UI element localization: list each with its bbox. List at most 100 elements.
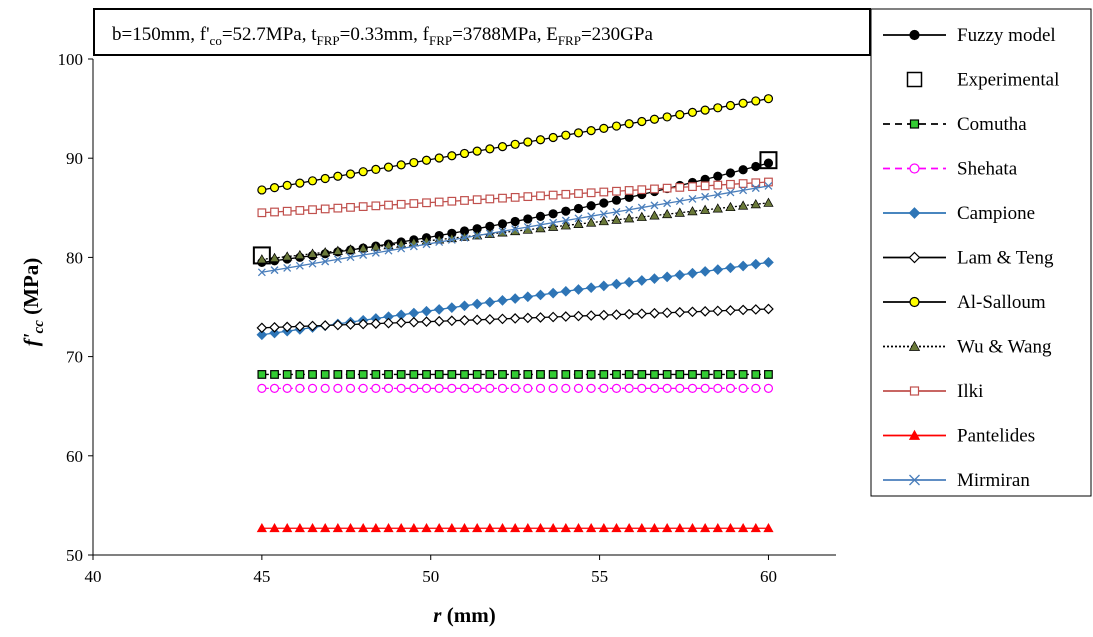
data-point <box>447 370 457 379</box>
data-point <box>459 383 470 393</box>
data-point <box>295 383 305 393</box>
data-point <box>484 296 496 308</box>
data-point <box>421 383 432 393</box>
data-point <box>270 207 279 217</box>
legend-marker <box>908 429 921 440</box>
data-point <box>535 289 546 301</box>
data-point <box>598 522 609 533</box>
data-point <box>548 221 559 231</box>
data-point <box>636 308 648 320</box>
data-point <box>649 114 660 124</box>
data-point <box>636 211 647 221</box>
data-point <box>358 242 369 253</box>
data-point <box>662 383 672 393</box>
data-point <box>409 383 419 393</box>
data-point <box>612 207 621 216</box>
data-point <box>637 383 647 393</box>
data-point <box>751 370 761 379</box>
data-point <box>321 257 330 266</box>
data-point <box>688 370 697 379</box>
data-point <box>687 306 698 318</box>
data-point <box>738 165 748 175</box>
data-point <box>510 225 521 236</box>
data-point <box>548 132 558 143</box>
data-point <box>764 182 773 190</box>
data-point <box>700 370 710 379</box>
data-point <box>358 522 369 533</box>
data-point <box>662 183 672 193</box>
data-point <box>675 197 684 206</box>
data-point <box>332 245 343 255</box>
data-point <box>738 98 748 108</box>
data-point <box>700 181 710 191</box>
data-point <box>573 218 584 229</box>
data-point <box>523 370 533 379</box>
data-point <box>713 370 723 379</box>
data-point <box>345 319 356 330</box>
data-point <box>548 370 558 379</box>
data-point <box>561 189 571 199</box>
data-point <box>459 300 470 312</box>
data-point <box>256 322 268 334</box>
data-point <box>547 287 559 299</box>
legend-label: Comutha <box>957 114 1027 135</box>
data-point <box>574 370 583 379</box>
data-point <box>460 196 469 205</box>
data-point <box>257 268 266 277</box>
data-point <box>383 522 394 533</box>
data-point <box>294 522 305 533</box>
data-point <box>498 370 507 379</box>
data-point <box>763 303 774 315</box>
data-point <box>446 315 458 327</box>
data-point <box>472 195 482 205</box>
data-point <box>283 264 292 272</box>
data-point <box>333 171 343 181</box>
data-point <box>725 100 736 111</box>
data-point <box>510 383 520 393</box>
data-point <box>637 370 647 379</box>
data-point <box>649 307 660 319</box>
legend-label: Al-Salloum <box>957 292 1046 313</box>
data-point <box>282 383 292 393</box>
data-point <box>674 522 685 533</box>
data-point <box>700 204 711 214</box>
legend-item-shehata: Shehata <box>883 159 1018 180</box>
data-point <box>700 522 711 533</box>
data-point <box>611 309 622 320</box>
x-tick-label: 55 <box>591 567 608 586</box>
data-point <box>257 383 267 393</box>
legend-label: Shehata <box>957 159 1018 180</box>
data-point <box>725 383 736 393</box>
data-point <box>409 242 418 251</box>
data-point <box>307 320 318 332</box>
data-point <box>256 329 268 341</box>
data-point <box>472 146 482 156</box>
data-point <box>383 383 394 393</box>
data-point <box>738 179 748 188</box>
data-point <box>447 383 457 393</box>
data-point <box>585 282 597 294</box>
parameter-box-frame <box>93 8 871 56</box>
data-point <box>497 383 508 393</box>
data-point <box>611 214 622 224</box>
data-point <box>687 206 698 216</box>
data-point <box>320 383 330 393</box>
data-point <box>750 522 761 533</box>
data-point <box>624 186 634 195</box>
data-point <box>295 370 305 379</box>
data-point <box>270 266 279 275</box>
data-point <box>522 522 533 533</box>
data-point <box>295 178 305 188</box>
y-tick-label: 80 <box>66 248 83 267</box>
data-point <box>662 208 673 219</box>
data-point <box>573 522 584 533</box>
data-point <box>345 522 356 533</box>
data-point <box>687 267 698 279</box>
data-point <box>611 522 622 533</box>
data-point <box>307 383 318 393</box>
data-point <box>737 304 749 316</box>
data-point <box>750 199 761 209</box>
data-point <box>396 383 406 393</box>
data-point <box>750 258 762 270</box>
data-point <box>713 171 723 181</box>
